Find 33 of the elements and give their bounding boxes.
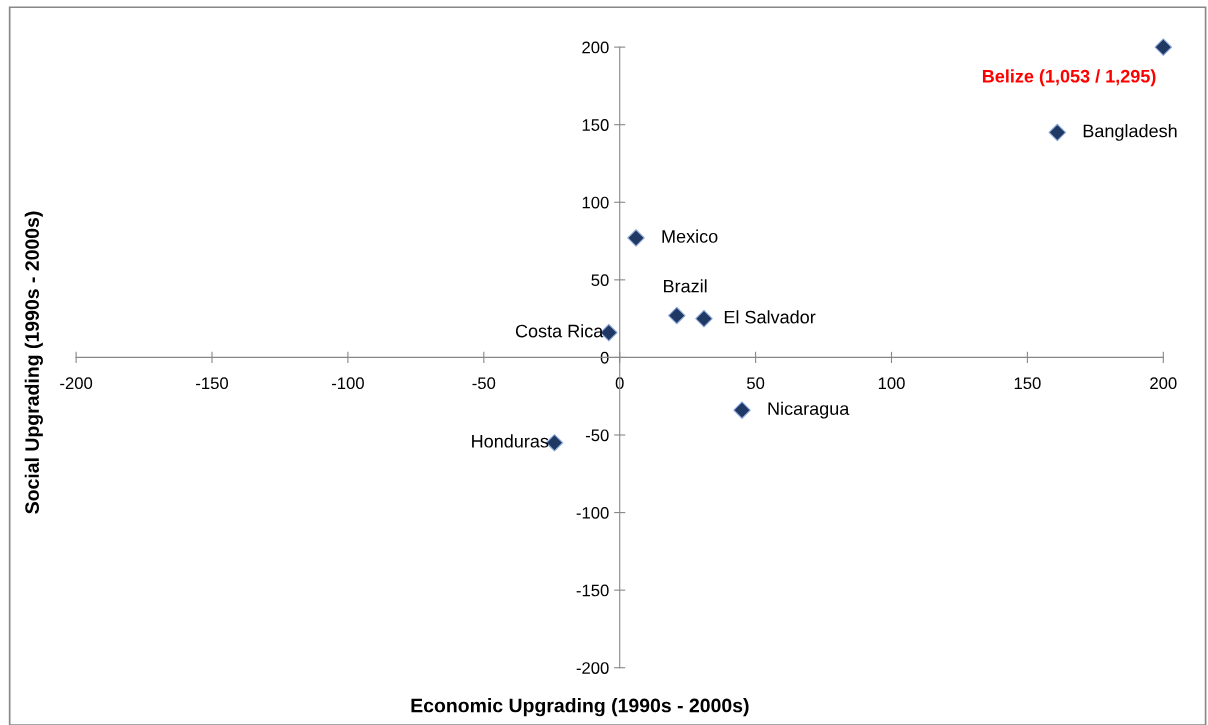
point — [627, 229, 645, 247]
annotation: El Salvador — [724, 310, 816, 324]
x-tick-label: -50 — [472, 377, 496, 390]
y-tick-label: 100 — [582, 196, 609, 209]
x-tick-label: 0 — [615, 377, 624, 390]
x-tick-label: 50 — [747, 377, 765, 390]
x-tick-label: 100 — [878, 377, 905, 390]
point — [1048, 123, 1067, 142]
y-axis-title: Social Upgrading (1990s - 2000s) — [24, 211, 43, 514]
x-tick-label: 200 — [1150, 377, 1177, 390]
annotation: Bangladesh — [1083, 124, 1177, 141]
y-tick-label: -50 — [585, 429, 609, 442]
x-axis-title: Economic Upgrading (1990s - 2000s) — [411, 698, 749, 717]
x-tick-label: -150 — [196, 377, 229, 390]
point — [1154, 38, 1173, 56]
annotation: Belize (1,053 / 1,295) — [982, 69, 1156, 87]
y-tick-label: -100 — [576, 506, 609, 519]
point — [695, 309, 713, 328]
point — [668, 306, 686, 325]
annotation: Brazil — [664, 279, 707, 293]
annotation: Honduras — [472, 434, 549, 448]
point — [733, 401, 751, 419]
y-tick-label: 200 — [582, 41, 609, 54]
x-tick-label: -100 — [331, 377, 364, 390]
y-tick-label: -200 — [576, 662, 609, 674]
x-tick-label: 150 — [1014, 377, 1041, 390]
x-tick-label: -200 — [60, 377, 93, 390]
annotation: Costa Rica — [515, 324, 604, 338]
y-tick-label: 150 — [582, 119, 609, 131]
annotation: Mexico — [662, 229, 718, 243]
y-tick-label: 50 — [591, 274, 609, 287]
annotation: Nicaragua — [768, 401, 850, 419]
y-tick-label: -150 — [576, 584, 609, 597]
